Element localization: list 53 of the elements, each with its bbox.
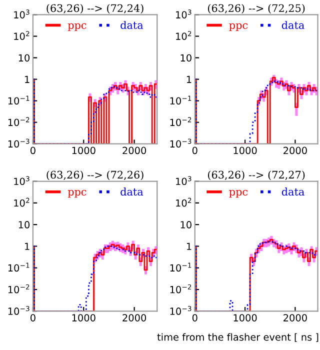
y-tick-label: 1 xyxy=(186,242,192,250)
y-tick-label: 10$^{−3}$ xyxy=(170,306,192,315)
legend-label: ppc xyxy=(68,23,86,32)
x-tick-label: 2000 xyxy=(122,146,146,154)
y-tick-label: 10$^{−3}$ xyxy=(170,138,192,148)
y-tick-label: 10$^{2}$ xyxy=(14,31,30,40)
y-tick-label: 10 xyxy=(180,54,192,62)
y-tick-label: 10$^{−2}$ xyxy=(8,117,30,126)
x-tick-label: 0 xyxy=(192,146,198,154)
x-tick-label: 2000 xyxy=(284,314,307,322)
y-tick-label: 1 xyxy=(25,76,30,83)
x-tick-label: 1000 xyxy=(234,314,257,322)
y-tick-label: 10$^{3}$ xyxy=(176,10,192,18)
x-axis-title: time from the flasher event [ ns ] xyxy=(157,333,318,342)
y-tick-label: 1 xyxy=(25,242,30,250)
legend-label: data xyxy=(282,20,304,30)
x-tick-label: 0 xyxy=(192,314,198,322)
legend-label: data xyxy=(282,188,304,196)
y-tick-label: 10$^{−1}$ xyxy=(170,262,192,272)
y-tick-label: 10$^{2}$ xyxy=(14,198,30,207)
y-tick-label: 10 xyxy=(18,54,30,62)
y-tick-label: 10$^{−3}$ xyxy=(8,138,30,148)
y-tick-label: 10$^{−2}$ xyxy=(8,284,30,294)
y-tick-label: 10$^{−1}$ xyxy=(170,96,192,105)
y-tick-label: 10$^{−2}$ xyxy=(170,117,192,126)
text: ppc xyxy=(229,190,248,198)
y-tick-label: 10$^{3}$ xyxy=(176,176,192,186)
chart-title: (63,26) --> (72,26) xyxy=(46,170,144,180)
chart-title: (63,26) --> (72,25) xyxy=(208,4,305,14)
y-tick-label: 10$^{−1}$ xyxy=(8,96,30,105)
chart-title: (63,26) --> (72,24) xyxy=(46,4,144,14)
x-tick-label: 1000 xyxy=(72,146,96,154)
legend-label: data xyxy=(120,20,144,30)
y-tick-label: 10 xyxy=(180,221,192,228)
y-tick-label: 10$^{2}$ xyxy=(176,198,192,207)
x-tick-label: 2000 xyxy=(122,314,146,322)
y-tick-label: 10$^{2}$ xyxy=(176,31,192,40)
y-tick-label: 10 xyxy=(18,221,30,228)
text: ppc xyxy=(229,23,248,32)
y-tick-label: 10$^{−2}$ xyxy=(170,284,192,294)
x-tick-label: 0 xyxy=(30,314,36,322)
legend-label: ppc xyxy=(68,190,86,198)
chart-title: (63,26) --> (72,27) xyxy=(208,170,305,180)
y-tick-label: 10$^{3}$ xyxy=(14,176,30,186)
x-tick-label: 0 xyxy=(30,146,36,154)
legend-label: data xyxy=(120,188,144,196)
x-tick-label: 2000 xyxy=(284,146,307,154)
y-tick-label: 10$^{−1}$ xyxy=(8,262,30,272)
y-tick-label: 10$^{−3}$ xyxy=(8,306,30,315)
x-tick-label: 1000 xyxy=(234,146,257,154)
y-tick-label: 10$^{3}$ xyxy=(14,10,30,18)
y-tick-label: 1 xyxy=(186,76,192,83)
x-tick-label: 1000 xyxy=(72,314,96,322)
